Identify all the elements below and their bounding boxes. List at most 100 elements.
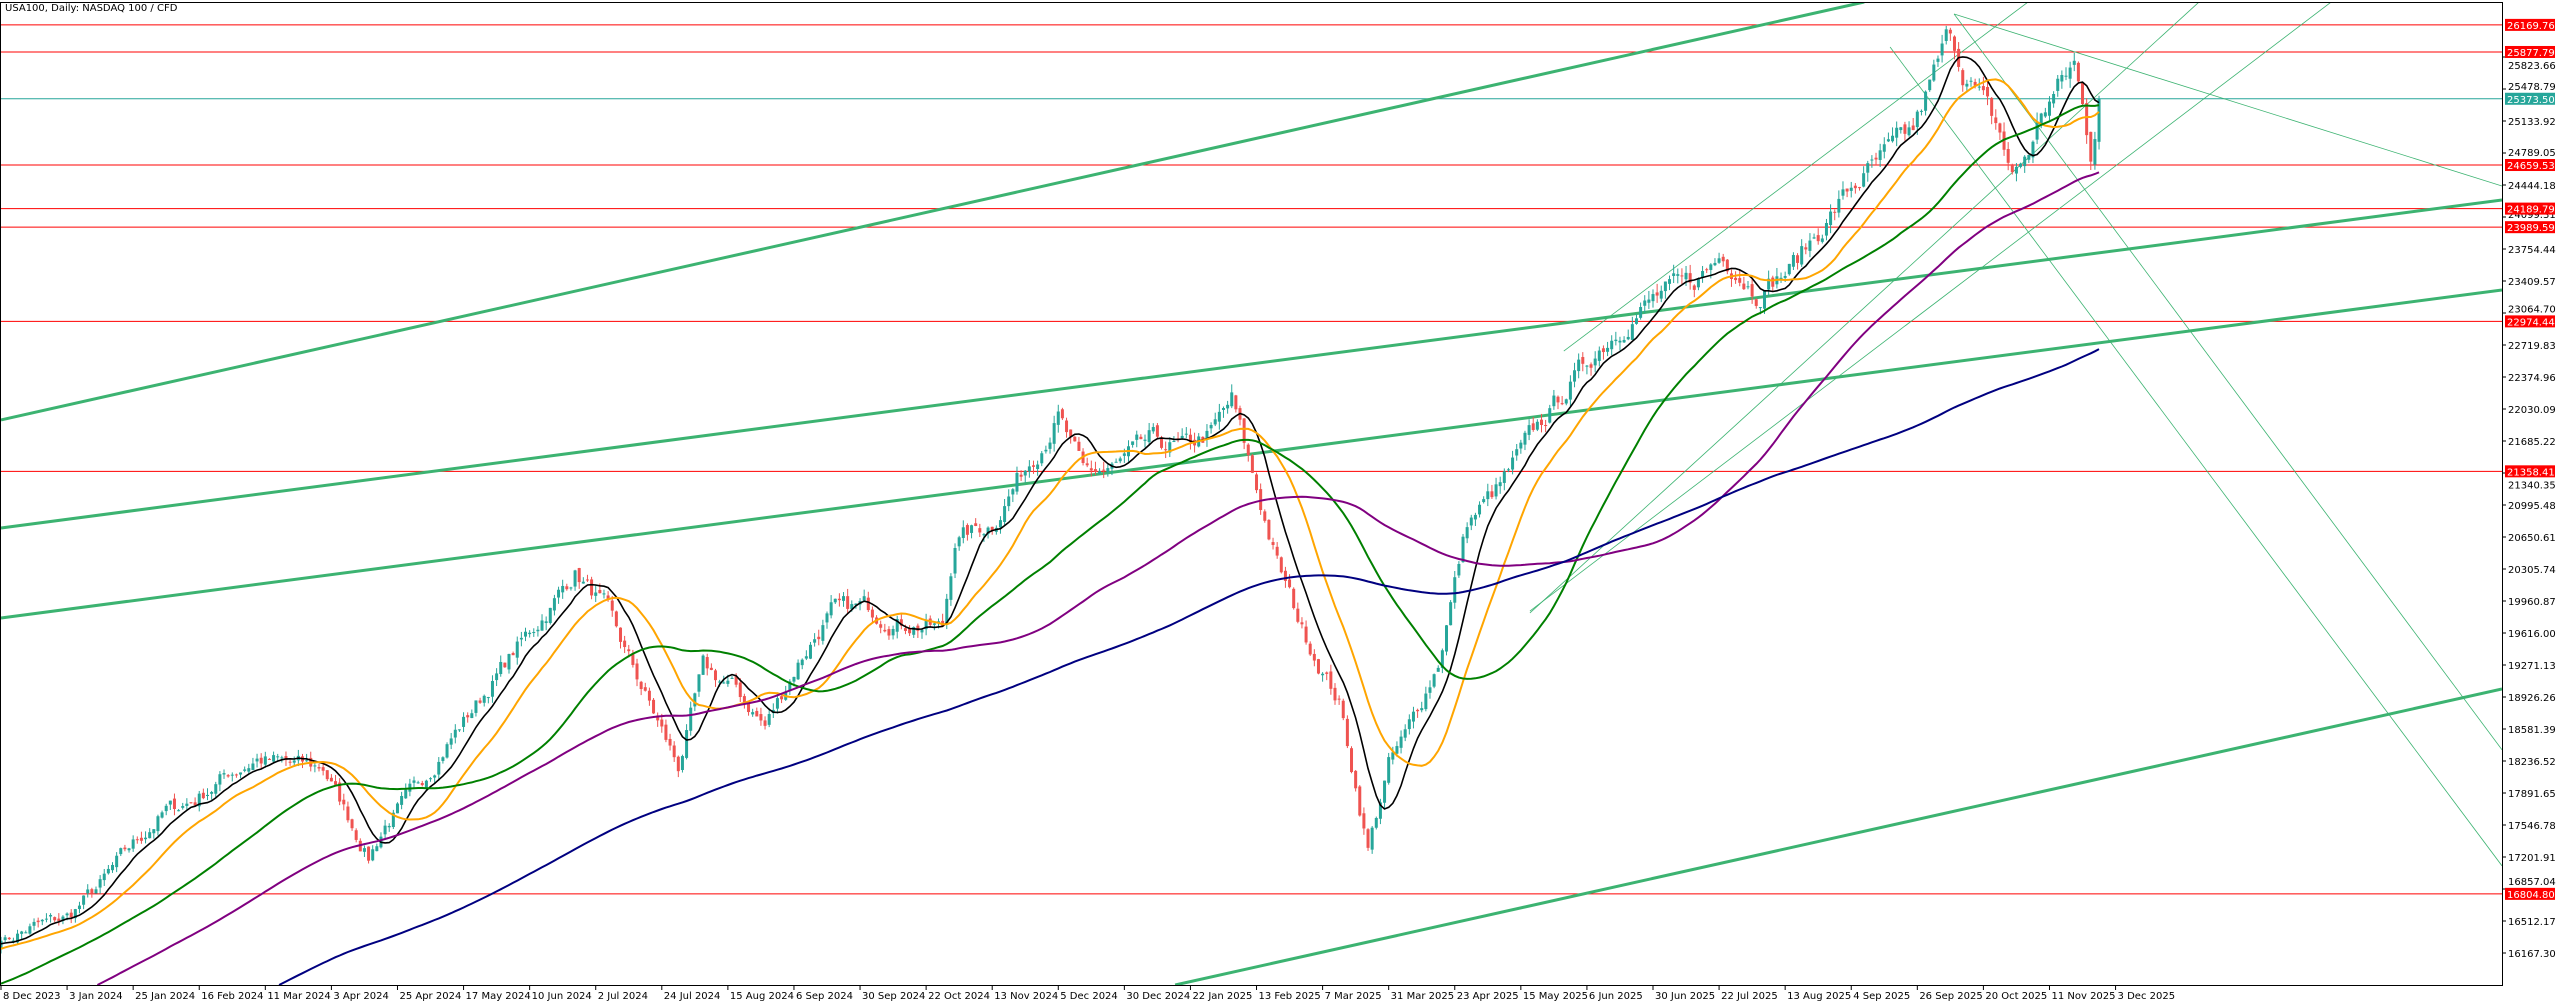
candle [528,630,532,638]
candle [515,636,519,665]
candle-body [1383,780,1387,803]
candle-body [1296,608,1300,622]
y-tick-label: 25133.92 [2508,117,2556,128]
level-label-bg [2505,159,2555,172]
x-tick-label: 13 Nov 2024 [994,991,1058,1002]
candle [2089,131,2093,171]
price-axis[interactable]: 16167.30 16512.17 16857.04 17201.91 17546.78… [2502,56,2556,960]
candle [342,793,346,811]
candle-body [883,629,887,632]
candle-body [763,720,767,726]
candle-body [1457,563,1461,576]
candle-body [1568,381,1572,400]
candle-body [515,641,519,658]
candle-body [1255,474,1259,491]
candle-body [412,780,416,783]
candle [2060,70,2064,89]
candle-body [573,570,577,587]
candle [1312,649,1316,667]
candle [1234,394,1238,413]
candle-body [970,525,974,533]
candle [259,753,263,770]
candle [1597,346,1601,367]
candle-body [391,812,395,828]
candle-body [1102,469,1106,471]
candle [1457,561,1461,578]
candle [1329,664,1333,695]
candle-body [1791,254,1795,267]
candle-body [247,768,251,772]
candle [1515,444,1519,461]
candle [664,719,668,743]
moving-averages [0,56,2100,985]
candle [1102,461,1106,479]
candle-body [1490,491,1494,498]
candle-body [1065,420,1069,433]
candle-body [507,653,511,670]
candle-body [36,920,40,923]
time-axis[interactable]: 8 Dec 2023 3 Jan 2024 25 Jan 2024 16 Feb 20… [0,985,2175,1002]
candle-body [1701,271,1705,278]
candle-body [788,681,792,692]
candle-body [1469,517,1473,526]
level-label: 24659.53 [2507,161,2555,172]
candle-body [1862,173,1866,187]
candle-body [1585,365,1589,367]
y-tick-label: 18926.26 [2508,693,2556,704]
candle [2056,75,2060,97]
candle [557,586,561,604]
candle-body [536,629,540,632]
candle-body [701,655,705,675]
candle [1420,701,1424,713]
candle-body [1998,123,2002,133]
candle [1139,434,1143,440]
candle-body [1560,403,1564,405]
candle [1015,466,1019,495]
candle-body [870,609,874,618]
candle-body [2010,165,2014,173]
candle-body [457,729,461,731]
candle [1816,228,1820,245]
candle-body [1411,711,1415,722]
candle [1944,25,1948,45]
candle [185,798,189,811]
x-tick-label: 25 Apr 2024 [399,991,461,1002]
candle [1911,117,1915,131]
candle [1118,456,1122,464]
candle [1188,428,1192,450]
candle-body [1903,124,1907,134]
candle-body [40,919,44,922]
candle-body [1886,139,1890,142]
candle-body [1833,211,1837,213]
candle-body [1647,299,1651,303]
candle [1011,488,1015,503]
candle [1564,398,1568,406]
x-tick-label: 11 Nov 2025 [2051,991,2115,1002]
candle-body [1032,465,1035,467]
candle [317,763,321,772]
x-tick-label: 30 Sep 2024 [862,991,925,1002]
candle-body [139,837,143,841]
candle [1936,55,1940,67]
candle-body [1416,709,1420,712]
candle [1721,253,1725,267]
candle [1531,416,1535,432]
level-label: 16804.80 [2507,890,2555,901]
candle-body [1362,813,1366,829]
horizontal-levels [0,24,2502,895]
candle-body [1734,277,1738,281]
candle-body [1725,259,1729,272]
candle-body [1502,471,1506,483]
y-tick-label: 16857.04 [2508,877,2556,888]
candle-body [1366,829,1370,848]
x-tick-label: 20 Oct 2025 [1985,991,2047,1002]
candle-body [280,757,284,759]
current-price-label: 25373.50 [2507,95,2555,106]
candle [1643,295,1647,314]
candle-body [1812,237,1816,239]
candle-body [433,775,437,778]
candle-body [1482,499,1486,503]
candle-body [1056,411,1060,425]
candle [24,930,28,934]
